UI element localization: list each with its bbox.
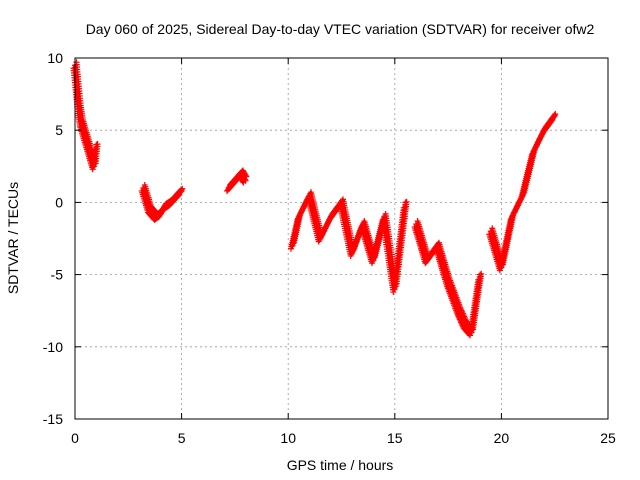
y-tick-label: 0	[55, 194, 63, 210]
x-tick-label: 10	[280, 430, 296, 446]
data-point	[93, 141, 100, 148]
y-axis-label: SDTVAR / TECUs	[5, 182, 21, 294]
data-point	[242, 177, 249, 184]
x-axis-label: GPS time / hours	[287, 457, 394, 473]
data-point	[402, 199, 409, 206]
x-tick-label: 25	[600, 430, 616, 446]
chart-title: Day 060 of 2025, Sidereal Day-to-day VTE…	[86, 21, 595, 37]
data-point	[551, 112, 558, 119]
y-tick-label: -10	[43, 339, 63, 355]
data-point	[178, 187, 185, 194]
plot-frame	[74, 57, 609, 420]
data-point	[400, 204, 407, 211]
data-point	[176, 191, 183, 198]
data-point	[242, 172, 249, 179]
axis-ticks: 0 5 10 15 20 25 -15 -10 -5 0 5 10	[43, 50, 616, 446]
data-point	[175, 192, 182, 199]
x-tick-label: 15	[387, 430, 403, 446]
y-tick-label: -15	[43, 411, 63, 427]
data-point	[477, 271, 484, 278]
data-point	[475, 276, 482, 283]
data-point	[548, 118, 555, 125]
data-point	[243, 173, 250, 180]
data-point	[549, 116, 556, 123]
y-tick-label: 5	[55, 122, 63, 138]
y-tick-label: 10	[47, 50, 63, 66]
data-point	[91, 147, 98, 154]
data-points	[70, 59, 559, 339]
grid-lines	[75, 58, 608, 419]
x-tick-label: 20	[494, 430, 510, 446]
x-tick-label: 0	[71, 430, 79, 446]
data-point	[478, 270, 485, 277]
y-tick-label: -5	[51, 267, 64, 283]
x-tick-label: 5	[178, 430, 186, 446]
